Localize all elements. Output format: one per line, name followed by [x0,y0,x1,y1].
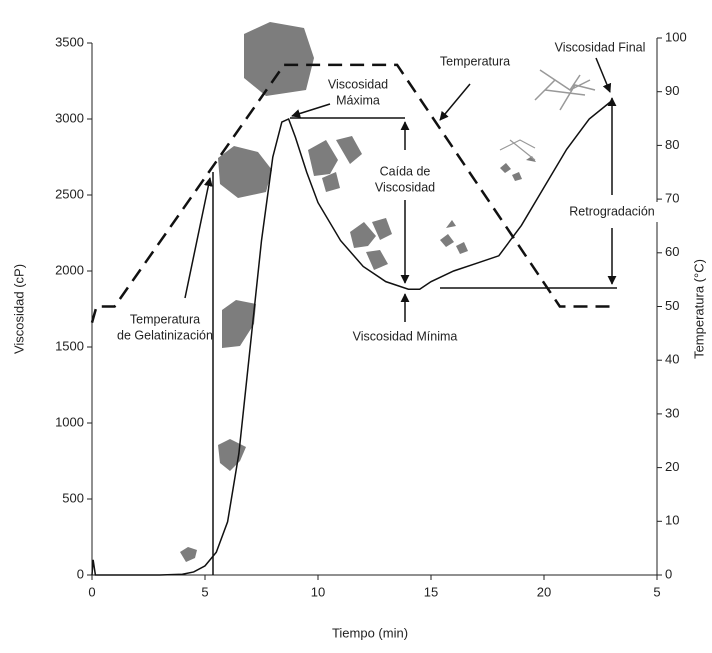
y-axis-title: Viscosidad (cP) [11,264,26,354]
y2-tick-label: 10 [665,513,679,528]
y2-tick-label: 100 [665,29,687,44]
y2-tick-label: 0 [665,566,672,581]
annotation: Caída de [380,164,431,178]
annotation: Viscosidad Final [555,40,646,54]
annotation-lines [184,57,617,575]
y-tick-label: 500 [62,490,84,505]
x-axis-title: Tiempo (min) [332,625,408,640]
y2-axis-title: Temperatura (°C) [691,259,706,359]
y-tick-label: 2500 [55,186,84,201]
y2-tick-label: 30 [665,405,679,420]
x-tick-label: 15 [424,584,438,599]
viscosity-line [91,100,613,576]
x-tick-label: 5 [653,584,660,599]
y2-tick-label: 50 [665,298,679,313]
annotation: Viscosidad Mínima [353,329,458,343]
x-tick-label: 5 [201,584,208,599]
annotation: Máxima [336,93,380,107]
annotation: Temperatura [130,312,200,326]
y2-tick-label: 40 [665,352,679,367]
y-tick-label: 1000 [55,414,84,429]
y-tick-label: 1500 [55,338,84,353]
x-tick-label: 10 [311,584,325,599]
y2-tick-label: 70 [665,191,679,206]
y-tick-label: 2000 [55,262,84,277]
y-tick-label: 3500 [55,34,84,49]
annotation: Retrogradación [569,204,655,218]
annotation: Temperatura [440,54,510,68]
y2-tick-label: 80 [665,137,679,152]
y2-tick-label: 60 [665,244,679,259]
annotation: Viscosidad [375,180,435,194]
annotation: Viscosidad [328,77,388,91]
granules [180,22,596,562]
x-tick-label: 0 [88,584,95,599]
label-bg [556,202,668,222]
y2-tick-label: 20 [665,459,679,474]
y2-tick-label: 90 [665,83,679,98]
x-tick-label: 20 [537,584,551,599]
y-tick-label: 0 [77,566,84,581]
annotation: de Gelatinización [117,328,213,342]
y-tick-label: 3000 [55,110,84,125]
